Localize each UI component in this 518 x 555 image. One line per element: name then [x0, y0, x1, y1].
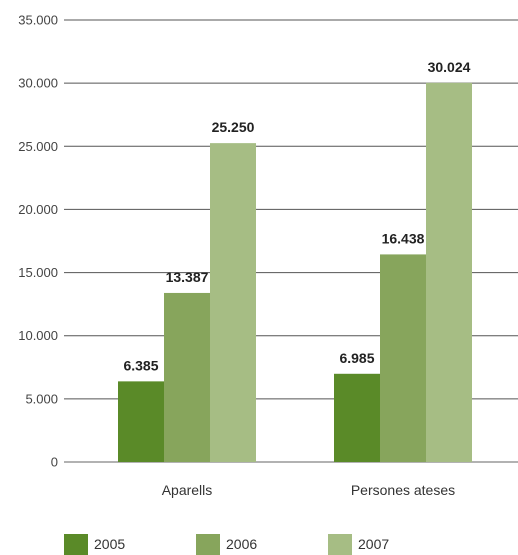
- y-tick-label: 15.000: [18, 265, 58, 280]
- legend-swatch-2006: [196, 534, 220, 555]
- bar-2005-aparells: [118, 381, 164, 462]
- category-label: Aparells: [162, 482, 213, 498]
- data-label: 25.250: [212, 119, 255, 135]
- legend-label: 2007: [358, 536, 389, 552]
- data-label: 30.024: [428, 59, 471, 75]
- y-tick-label: 0: [51, 455, 58, 470]
- data-labels: 6.385 13.387 25.250 6.985 16.438 30.024: [123, 59, 470, 374]
- y-axis-tick-labels: 0 5.000 10.000 15.000 20.000 25.000 30.000 35.0…: [18, 13, 58, 470]
- bar-2006-persones-ateses: [380, 254, 426, 462]
- bar-2007-aparells: [210, 143, 256, 462]
- legend-label: 2005: [94, 536, 125, 552]
- y-tick-label: 5.000: [25, 391, 58, 406]
- category-label: Persones ateses: [351, 482, 455, 498]
- y-tick-label: 25.000: [18, 139, 58, 154]
- legend-swatch-2005: [64, 534, 88, 555]
- data-label: 6.985: [339, 350, 374, 366]
- data-label: 16.438: [382, 230, 425, 246]
- data-label: 6.385: [123, 357, 158, 373]
- bar-2006-aparells: [164, 292, 210, 462]
- legend-label: 2006: [226, 536, 257, 552]
- bar-2005-persones-ateses: [334, 373, 380, 462]
- data-label: 13.387: [166, 269, 209, 285]
- y-tick-label: 35.000: [18, 13, 58, 28]
- category-labels: Aparells Persones ateses: [162, 482, 455, 498]
- legend: 2005 2006 2007: [64, 534, 389, 555]
- y-tick-label: 10.000: [18, 328, 58, 343]
- legend-swatch-2007: [328, 534, 352, 555]
- bars: [118, 82, 472, 462]
- y-tick-label: 20.000: [18, 202, 58, 217]
- bar-2007-persones-ateses: [426, 82, 472, 462]
- y-tick-label: 30.000: [18, 76, 58, 91]
